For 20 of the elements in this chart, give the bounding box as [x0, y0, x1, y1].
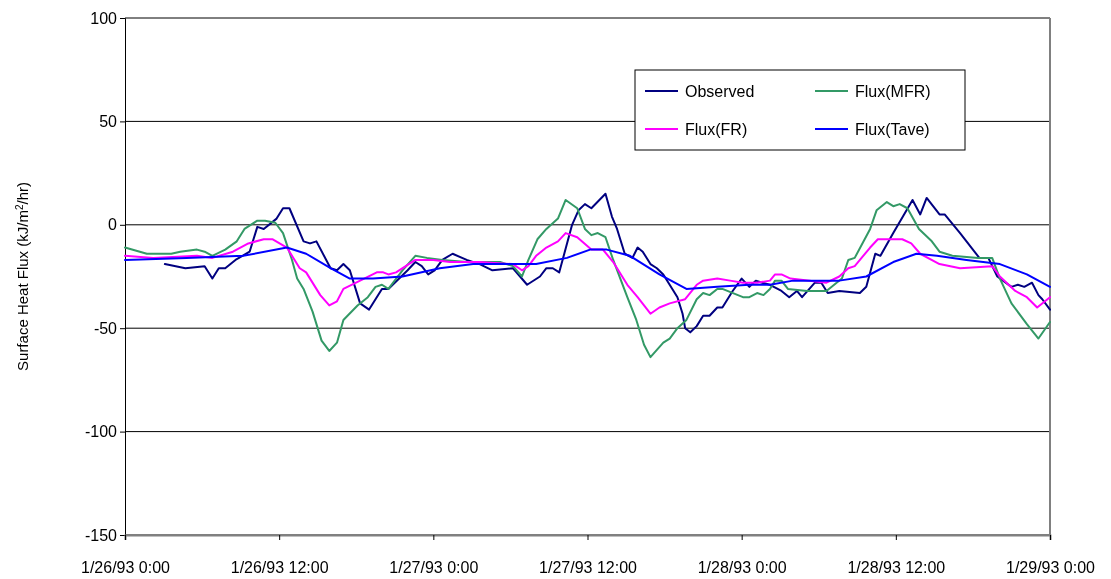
legend-label: Flux(Tave): [855, 121, 930, 138]
x-tick-label: 1/26/93 12:00: [230, 559, 329, 577]
x-tick-label: 1/27/93 12:00: [539, 559, 638, 577]
x-tick-label: 1/29/93 0:00: [1006, 559, 1096, 577]
y-tick-label: 100: [90, 9, 118, 27]
y-tick-label: 50: [99, 113, 118, 131]
legend-label: Flux(MFR): [855, 83, 931, 100]
x-tick-label: 1/26/93 0:00: [81, 559, 171, 577]
x-tick-label: 1/27/93 0:00: [389, 559, 479, 577]
y-tick-label: -100: [84, 423, 118, 441]
legend-label: Observed: [685, 83, 755, 100]
x-tick-label: 1/28/93 0:00: [697, 559, 787, 577]
line-series: [124, 232, 1051, 315]
line-series: [163, 192, 1051, 334]
y-tick-label: 0: [108, 216, 118, 234]
y-tick-label: -50: [93, 319, 118, 337]
line-series: [124, 246, 1051, 290]
y-tick-label: -150: [84, 526, 118, 544]
x-tick-label: 1/28/93 12:00: [847, 559, 946, 577]
legend-label: Flux(FR): [685, 121, 748, 138]
